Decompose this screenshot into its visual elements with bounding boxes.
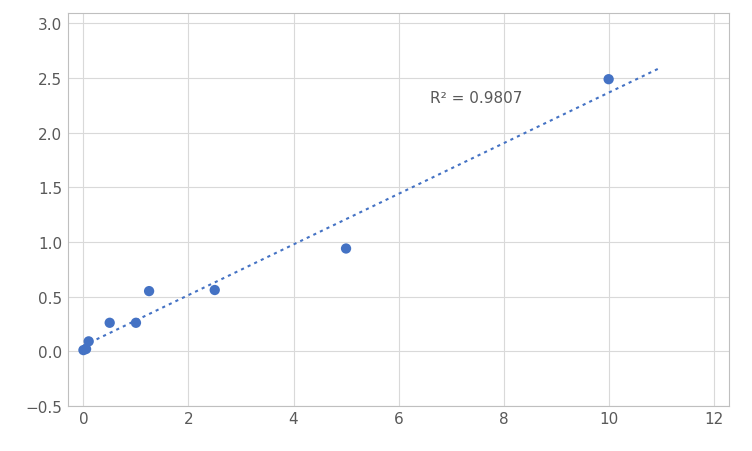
Point [104,319,116,327]
Point [130,319,142,327]
Point [80,345,92,353]
Point [340,245,352,253]
Point [602,76,614,83]
Text: R² = 0.9807: R² = 0.9807 [430,91,523,106]
Point [209,287,221,294]
Point [83,338,95,345]
Point [77,347,89,354]
Point [143,288,155,295]
